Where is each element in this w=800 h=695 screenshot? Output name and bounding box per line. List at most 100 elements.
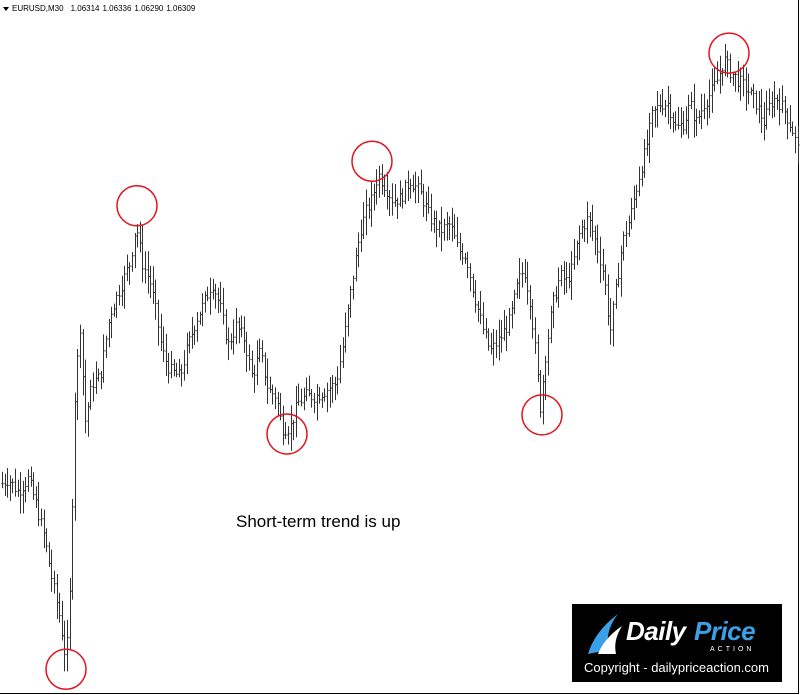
price-bar <box>347 304 350 337</box>
price-bar <box>747 73 750 105</box>
price-bar <box>433 210 436 233</box>
close-price: 1.06309 <box>166 4 196 13</box>
swing-high-marker <box>708 32 750 74</box>
price-bar <box>297 383 300 406</box>
swing-low-marker <box>266 413 308 455</box>
price-bar <box>264 352 267 386</box>
price-bar <box>742 64 745 97</box>
price-bar <box>40 508 43 527</box>
chart-header: EURUSD,M30 1.06314 1.06336 1.06290 1.063… <box>3 4 195 13</box>
price-bar <box>69 577 72 650</box>
price-bar <box>61 600 64 641</box>
price-bar <box>539 370 542 418</box>
price-bar <box>448 216 451 241</box>
price-bar <box>422 183 425 217</box>
price-bar <box>9 475 12 501</box>
price-bar <box>136 224 139 248</box>
price-bar <box>789 105 792 133</box>
price-bar <box>768 88 771 116</box>
price-bar <box>635 184 638 209</box>
price-bar <box>755 90 758 115</box>
price-bar <box>56 573 59 620</box>
price-bar <box>560 265 563 287</box>
price-bar <box>513 289 516 315</box>
price-bar <box>443 218 446 241</box>
price-bar <box>97 368 100 382</box>
price-bar <box>794 126 797 154</box>
swing-high-marker <box>116 184 158 227</box>
price-bar <box>615 278 618 309</box>
price-bar <box>227 327 230 361</box>
price-bar <box>355 247 358 282</box>
price-bar <box>596 224 599 264</box>
dropdown-triangle-icon[interactable] <box>3 6 9 11</box>
price-bar <box>391 183 394 216</box>
price-bar <box>128 262 131 285</box>
price-bar <box>404 179 407 205</box>
price-bar <box>388 189 391 217</box>
price-bar <box>469 263 472 292</box>
price-bar <box>375 169 378 205</box>
price-bar <box>466 251 469 279</box>
price-bars <box>1 43 800 672</box>
price-bar <box>131 252 134 272</box>
price-bar <box>45 528 48 553</box>
logo-mark-icon <box>588 614 622 654</box>
price-bar <box>505 315 508 352</box>
price-bar <box>92 372 95 402</box>
price-bar <box>599 236 602 283</box>
price-bar <box>508 308 511 336</box>
price-bar <box>693 83 696 138</box>
price-bar <box>677 106 680 130</box>
price-bar <box>440 206 443 252</box>
price-bar <box>511 301 514 329</box>
price-bar <box>430 193 433 232</box>
price-bar <box>461 243 464 265</box>
price-bar <box>459 232 462 261</box>
price-bar <box>193 325 196 345</box>
price-bar <box>360 219 363 252</box>
copyright-text: Copyright - dailypriceaction.com <box>584 660 769 675</box>
price-bar <box>295 386 298 438</box>
price-bar <box>552 291 555 329</box>
price-bar <box>157 299 160 346</box>
price-bar <box>557 267 560 308</box>
price-bar <box>318 386 321 404</box>
price-bar <box>76 348 79 421</box>
price-bar <box>212 278 215 300</box>
price-bar <box>19 472 22 514</box>
price-bar <box>287 426 290 445</box>
price-bar <box>531 298 534 339</box>
price-bar <box>313 392 316 414</box>
price-bar <box>167 352 170 384</box>
price-bar <box>253 364 256 393</box>
price-bar <box>27 469 30 492</box>
price-bar <box>583 219 586 242</box>
price-bar <box>50 549 53 592</box>
price-bar <box>173 359 176 377</box>
price-bar <box>526 261 529 305</box>
price-bar <box>331 374 334 403</box>
price-bar <box>362 201 365 239</box>
price-bar <box>633 185 636 221</box>
price-bar <box>565 261 568 293</box>
price-bar <box>326 382 329 413</box>
price-bar <box>108 318 111 348</box>
price-bar <box>490 332 493 355</box>
price-bar <box>664 99 667 118</box>
price-bar <box>446 211 449 241</box>
swing-low-marker <box>45 648 87 691</box>
price-bar <box>87 402 90 437</box>
price-bar <box>269 376 272 394</box>
price-bar <box>500 320 503 353</box>
price-bar <box>149 265 152 299</box>
price-bar <box>414 171 417 204</box>
price-bar <box>170 351 173 379</box>
low-price: 1.06290 <box>134 4 164 13</box>
price-bar <box>544 355 547 400</box>
price-bar <box>14 468 17 497</box>
price-bar <box>186 332 189 375</box>
price-bar <box>141 225 144 283</box>
price-bar <box>394 183 397 207</box>
